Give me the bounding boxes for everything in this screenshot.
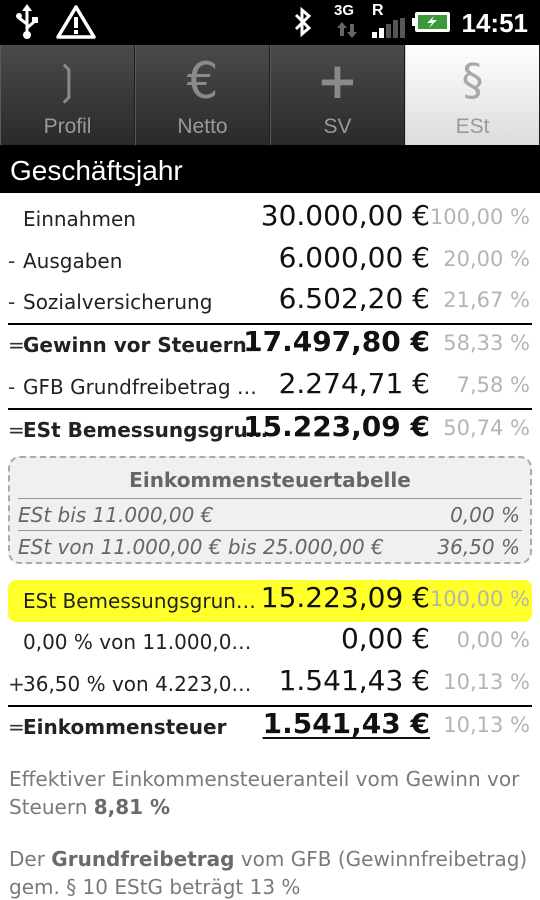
effective-rate-label: Effektiver Einkommensteueranteil vom Gew… bbox=[9, 767, 520, 819]
row-ausgaben: - Ausgaben 6.000,00 € 20,00 % bbox=[8, 241, 532, 281]
row-percent: 21,67 % bbox=[443, 288, 530, 312]
signal-icon: R bbox=[370, 2, 406, 40]
divider bbox=[18, 498, 522, 499]
tab-label: Profil bbox=[43, 115, 92, 138]
row-label: Sozialversicherung bbox=[23, 290, 213, 314]
paragraph-icon: § bbox=[461, 55, 484, 106]
row-operator: + bbox=[8, 672, 25, 696]
row-bemessungsgrundlage: = ESt Bemessungsgru… 15.223,09 € 50,74 % bbox=[8, 408, 532, 448]
warning-icon bbox=[56, 5, 96, 39]
tax-table-title: Einkommensteuertabelle bbox=[129, 468, 411, 492]
row-calc-bemessung: ESt Bemessungsgrun… 15.223,09 € 100,00 % bbox=[8, 581, 532, 621]
tax-bracket-rate: 36,50 % bbox=[437, 535, 520, 559]
plus-icon: + bbox=[316, 52, 359, 110]
row-operator: - bbox=[8, 290, 16, 314]
row-label: Gewinn vor Steuern bbox=[23, 333, 247, 357]
clock: 14:51 bbox=[461, 8, 529, 38]
row-amount: 15.223,09 € bbox=[260, 581, 430, 614]
battery-icon bbox=[412, 12, 450, 32]
row-calc-bracket-2: + 36,50 % von 4.223,0… 1.541,43 € 10,13 … bbox=[8, 664, 532, 704]
tab-label: ESt bbox=[455, 115, 490, 138]
highlight-bar bbox=[8, 580, 532, 622]
divider bbox=[18, 530, 522, 531]
row-gewinn: = Gewinn vor Steuern 17.497,80 € 58,33 % bbox=[8, 323, 532, 363]
row-percent: 58,33 % bbox=[443, 331, 530, 355]
tab-label: Netto bbox=[177, 115, 228, 138]
row-einnahmen: Einnahmen 30.000,00 € 100,00 % bbox=[8, 199, 532, 239]
tax-bracket-row: ESt bis 11.000,00 € 0,00 % bbox=[18, 501, 522, 531]
row-operator: = bbox=[8, 715, 25, 739]
roaming-label: R bbox=[372, 2, 384, 19]
grundfreibetrag-term: Grundfreibetrag bbox=[51, 847, 235, 871]
row-operator: - bbox=[8, 249, 16, 273]
row-grundfreibetrag: - GFB Grundfreibetrag … 2.274,71 € 7,58 … bbox=[8, 367, 532, 407]
row-percent: 10,13 % bbox=[443, 670, 530, 694]
tab-netto[interactable]: € Netto bbox=[135, 45, 270, 145]
row-amount: 17.497,80 € bbox=[243, 325, 430, 358]
row-label: Einkommensteuer bbox=[23, 715, 227, 739]
effective-rate-text: Effektiver Einkommensteueranteil vom Gew… bbox=[9, 765, 529, 821]
profile-icon: ❳ bbox=[50, 58, 85, 104]
row-label: 0,00 % von 11.000,0… bbox=[23, 630, 252, 654]
row-percent: 20,00 % bbox=[443, 247, 530, 271]
row-amount: 1.541,43 € bbox=[262, 707, 430, 740]
tab-label: SV bbox=[323, 115, 352, 138]
row-percent: 7,58 % bbox=[456, 373, 530, 397]
tax-bracket-rate: 0,00 % bbox=[450, 503, 520, 527]
row-operator: = bbox=[8, 333, 25, 357]
row-amount: 1.541,43 € bbox=[278, 664, 430, 697]
content-area[interactable]: Einnahmen 30.000,00 € 100,00 % - Ausgabe… bbox=[0, 193, 540, 900]
grundfreibetrag-prefix: Der bbox=[9, 847, 52, 871]
row-amount: 15.223,09 € bbox=[243, 410, 430, 443]
row-amount: 6.502,20 € bbox=[278, 282, 430, 315]
row-amount: 0,00 € bbox=[340, 622, 430, 655]
section-title: Geschäftsjahr bbox=[0, 149, 540, 193]
row-sozialversicherung: - Sozialversicherung 6.502,20 € 21,67 % bbox=[8, 282, 532, 322]
row-amount: 30.000,00 € bbox=[260, 199, 430, 232]
row-percent: 0,00 % bbox=[456, 628, 530, 652]
row-label: GFB Grundfreibetrag … bbox=[23, 375, 257, 399]
usb-icon bbox=[16, 4, 38, 39]
effective-rate-value: 8,81 % bbox=[93, 795, 171, 819]
row-label: ESt Bemessungsgru… bbox=[23, 418, 268, 442]
row-label: Einnahmen bbox=[23, 207, 136, 231]
tab-est[interactable]: § ESt bbox=[405, 45, 540, 145]
row-operator: = bbox=[8, 418, 25, 442]
row-label: Ausgaben bbox=[23, 249, 123, 273]
row-percent: 10,13 % bbox=[443, 713, 530, 737]
row-percent: 100,00 % bbox=[429, 587, 530, 611]
tab-bar: ❳ Profil € Netto + SV § ESt bbox=[0, 45, 540, 145]
grundfreibetrag-text: Der Grundfreibetrag vom GFB (Gewinnfreib… bbox=[9, 845, 529, 900]
row-percent: 50,74 % bbox=[443, 416, 530, 440]
grundfreibetrag-rest: vom GFB (Gewinnfreibetrag) gem. § 10 ESt… bbox=[9, 847, 528, 899]
row-amount: 2.274,71 € bbox=[278, 367, 430, 400]
row-percent: 100,00 % bbox=[429, 205, 530, 229]
row-operator: - bbox=[8, 375, 16, 399]
row-calc-bracket-1: 0,00 % von 11.000,0… 0,00 € 0,00 % bbox=[8, 622, 532, 662]
row-label: 36,50 % von 4.223,0… bbox=[23, 672, 252, 696]
status-bar: 3G R 14:51 bbox=[0, 0, 540, 45]
network-type-label: 3G bbox=[334, 2, 355, 19]
tax-table-box: Einkommensteuertabelle ESt bis 11.000,00… bbox=[8, 456, 532, 564]
row-einkommensteuer: = Einkommensteuer 1.541,43 € 10,13 % bbox=[8, 705, 532, 745]
bluetooth-icon bbox=[294, 6, 312, 38]
tax-bracket-row: ESt von 11.000,00 € bis 25.000,00 € 36,5… bbox=[18, 533, 522, 563]
tax-bracket-label: ESt von 11.000,00 € bis 25.000,00 € bbox=[18, 535, 384, 559]
tax-bracket-label: ESt bis 11.000,00 € bbox=[18, 503, 214, 527]
tab-profil[interactable]: ❳ Profil bbox=[0, 45, 135, 145]
row-label: ESt Bemessungsgrun… bbox=[23, 589, 256, 613]
euro-icon: € bbox=[186, 52, 219, 110]
3g-icon: 3G bbox=[334, 2, 360, 40]
tab-sv[interactable]: + SV bbox=[270, 45, 405, 145]
row-amount: 6.000,00 € bbox=[278, 241, 430, 274]
